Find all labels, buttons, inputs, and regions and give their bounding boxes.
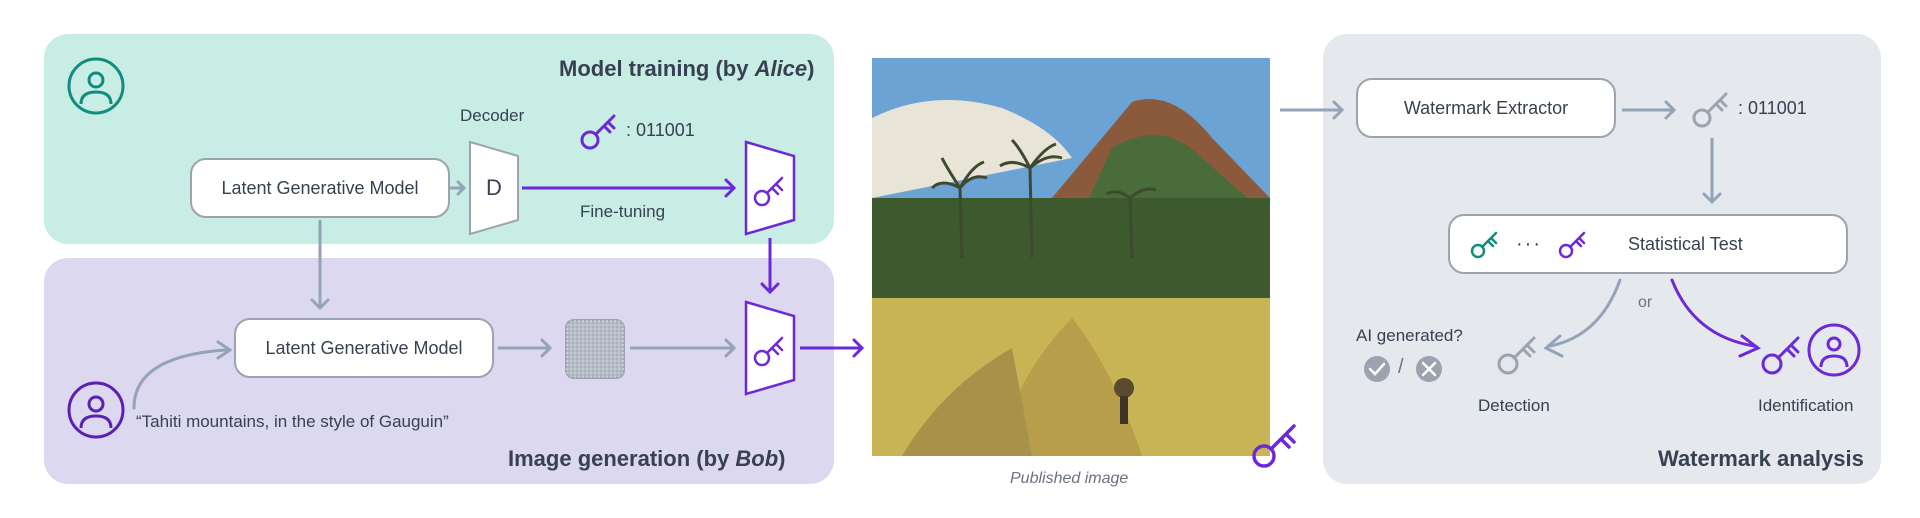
key-code-right: : 011001 — [1738, 98, 1807, 119]
detection-label: Detection — [1478, 396, 1550, 416]
decoder-label: Decoder — [460, 106, 524, 126]
stattest-box: ··· Statistical Test — [1448, 214, 1848, 274]
key-icon-right — [1690, 86, 1734, 130]
key-trapezoid-top — [742, 138, 798, 238]
arrow-prompt-lgm2 — [130, 336, 240, 412]
arrow-latent-keytrap — [630, 338, 742, 358]
key-purple-icon — [1556, 227, 1590, 261]
key-trapezoid-bottom — [742, 298, 798, 398]
arrow-lgm2-latent — [498, 338, 558, 358]
arrow-stat-ident — [1664, 276, 1764, 358]
key-corner-icon — [1248, 416, 1304, 472]
x-icon — [1414, 354, 1444, 384]
alice-icon — [66, 56, 126, 116]
bob-icon — [66, 380, 126, 440]
latent-square — [564, 318, 626, 380]
ident-person-icon — [1806, 322, 1862, 378]
extractor-box: Watermark Extractor — [1356, 78, 1616, 138]
published-image — [872, 58, 1270, 456]
key-icon-top — [578, 108, 622, 152]
training-title: Model training (by Alice) — [559, 56, 814, 82]
published-label: Published image — [1010, 470, 1128, 488]
arrow-decoder-keytrap — [522, 178, 742, 198]
lgm-box-2: Latent Generative Model — [234, 318, 494, 378]
finetuning-label: Fine-tuning — [580, 202, 665, 222]
svg-text:D: D — [486, 175, 502, 200]
analysis-title: Watermark analysis — [1658, 446, 1864, 472]
key-teal-icon — [1468, 227, 1502, 261]
check-icon — [1362, 354, 1392, 384]
arrow-lgm-decoder — [450, 178, 470, 198]
stattest-label: Statistical Test — [1628, 234, 1743, 255]
dots-label: ··· — [1516, 233, 1542, 256]
slash: / — [1398, 356, 1404, 379]
prompt-text: “Tahiti mountains, in the style of Gaugu… — [136, 412, 449, 432]
key-code-top: : 011001 — [626, 120, 695, 141]
generation-title: Image generation (by Bob) — [508, 446, 785, 472]
lgm-box-1: Latent Generative Model — [190, 158, 450, 218]
decoder-trapezoid: D — [466, 138, 522, 238]
identification-label: Identification — [1758, 396, 1853, 416]
arrow-keytrap-down — [760, 238, 780, 300]
arrow-stat-detection — [1540, 276, 1630, 358]
arrow-key-stattest — [1702, 138, 1722, 210]
or-label: or — [1638, 294, 1652, 312]
aigen-label: AI generated? — [1356, 326, 1463, 346]
arrow-extractor-key — [1622, 100, 1682, 120]
arrow-lgm1-lgm2 — [310, 220, 330, 316]
key-ident-icon — [1758, 330, 1806, 378]
arrow-image-extractor — [1280, 100, 1350, 120]
arrow-keytrap-image — [800, 338, 870, 358]
key-detection-icon — [1494, 330, 1542, 378]
